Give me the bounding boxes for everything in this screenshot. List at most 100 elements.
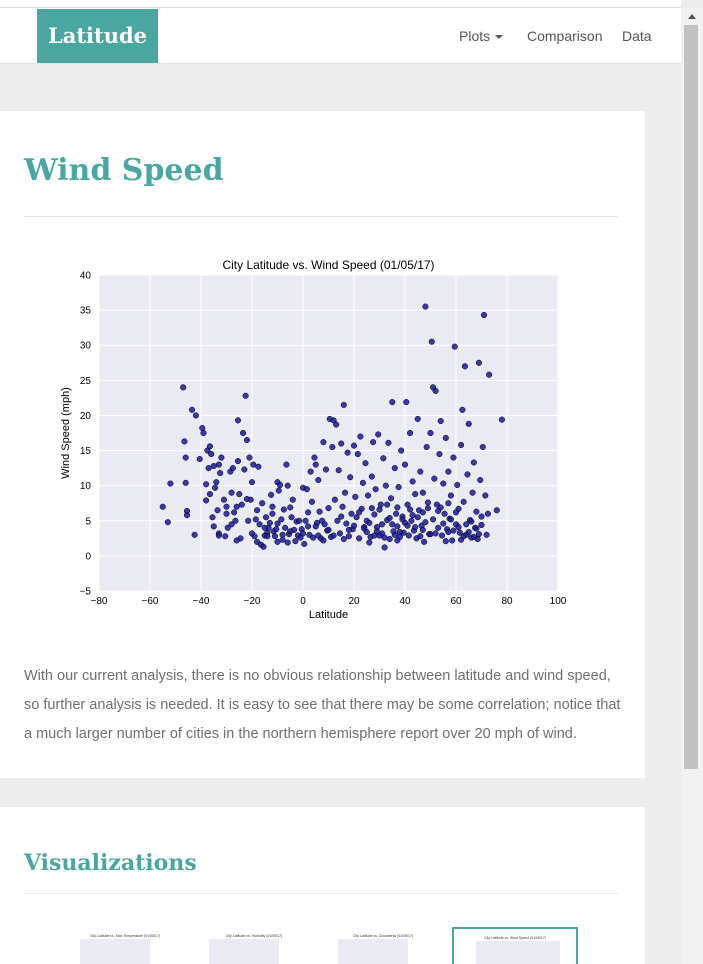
data-point [340,401,347,408]
thumbnail-2[interactable]: City Latitude vs. Humidity (01/05/17) [204,927,304,964]
data-point [287,504,294,511]
data-point [403,399,410,406]
scrollbar[interactable] [681,8,703,964]
data-point [438,532,446,539]
data-point [399,516,406,523]
data-point [440,480,447,487]
data-point [389,399,396,406]
scrollbar-thumb[interactable] [684,25,698,769]
data-point [331,496,338,503]
thumbnail-chart [80,939,150,964]
data-point [445,528,452,536]
y-tick-label: 25 [80,376,92,387]
data-point [335,467,342,474]
data-point [431,475,438,482]
data-point [310,534,317,541]
data-point [469,489,476,496]
data-point [209,514,216,521]
nav-comparison[interactable]: Comparison [527,28,603,44]
data-point [322,466,330,473]
data-point [432,387,439,394]
chart-title: City Latitude vs. Wind Speed (01/05/17) [222,258,434,272]
data-point [301,540,308,548]
data-point [479,443,486,451]
data-point [288,514,295,521]
brand-logo[interactable]: Latitude [37,9,158,63]
x-axis-label: Latitude [309,609,348,621]
data-point [245,517,252,524]
data-point [371,532,378,539]
data-point [373,524,381,531]
data-point [234,458,242,465]
data-point [450,527,457,534]
data-point [200,429,207,437]
data-point [459,406,466,413]
browser-top-strip [0,0,681,8]
data-point [343,520,350,527]
data-point [305,509,312,516]
data-point [320,537,327,544]
data-point [473,508,480,515]
data-point [273,526,280,533]
data-point [339,503,346,510]
x-tick-label: 60 [450,596,462,607]
y-tick-label: −5 [80,587,92,598]
y-tick-label: 30 [80,341,92,352]
data-point [384,501,391,508]
plot-area [99,275,558,591]
thumbnail-1[interactable]: City Latitude vs. Max Temperature (01/05… [75,927,175,964]
data-point [449,537,456,544]
data-point [242,392,249,399]
data-point [404,501,411,508]
data-point [280,506,287,513]
data-point [246,454,253,461]
data-point [308,498,315,505]
nav-plots-dropdown[interactable]: Plots [459,8,504,64]
data-point [412,491,419,498]
data-point [248,479,256,486]
y-tick-label: 35 [80,306,92,317]
x-tick-label: −60 [142,596,159,607]
data-point [445,468,452,475]
data-point [414,415,421,423]
data-point [361,525,368,532]
data-point [362,460,369,467]
data-point [404,522,411,529]
nav-data[interactable]: Data [622,28,652,44]
data-point [391,465,398,472]
data-point [417,533,424,540]
data-point [206,491,213,498]
data-point [460,498,467,505]
data-point [260,543,267,550]
data-point [419,509,426,516]
data-point [196,455,203,463]
data-point [213,479,220,486]
data-point [357,433,364,440]
data-point [386,514,393,522]
data-point [261,524,268,531]
data-point [243,436,250,444]
data-point [498,416,505,423]
data-point [419,489,426,496]
thumbnail-4[interactable]: City Latitude vs. Wind Speed (01/05/17) [452,927,578,964]
thumbnail-3[interactable]: City Latitude vs. Cloudiness (01/05/17) [333,927,433,964]
data-point [210,462,217,470]
data-point [468,518,475,525]
data-point [370,439,377,446]
data-point [228,489,235,496]
data-point [409,478,416,485]
data-point [164,519,171,526]
data-point [305,523,312,530]
data-point [366,539,373,546]
data-point [275,487,282,494]
data-point [217,469,224,477]
data-point [347,474,354,481]
data-point [336,530,344,537]
data-point [240,429,247,437]
scroll-up-arrow-icon[interactable] [688,14,696,19]
data-point [386,535,393,543]
x-tick-label: 100 [550,596,567,607]
data-point [262,514,270,521]
data-point [192,412,199,419]
wind-speed-scatter-chart: −80 −60 −40 −20 0 20 40 60 80 100 −5 0 5 10 15 20 25 30 35… [60,258,567,621]
